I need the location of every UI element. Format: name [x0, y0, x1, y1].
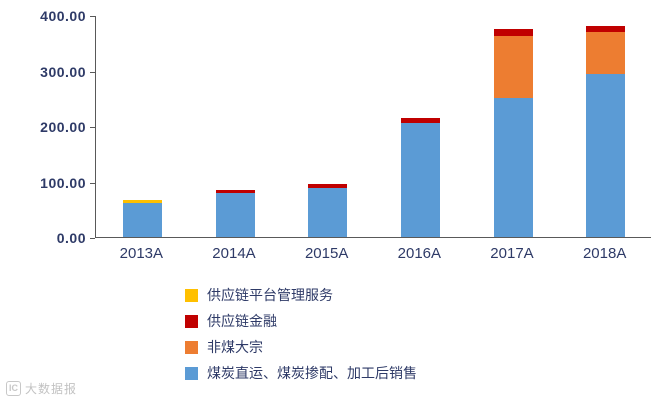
bar-segment	[308, 188, 348, 237]
y-tick-mark	[90, 16, 95, 17]
bar-segment	[215, 192, 255, 237]
x-tick-label: 2017A	[490, 245, 534, 262]
bar-segment	[122, 202, 162, 237]
y-tick-mark	[90, 238, 95, 239]
y-tick-label: 200.00	[40, 119, 86, 135]
legend-swatch-icon	[185, 340, 198, 354]
bar-segment	[586, 26, 626, 32]
legend-label: 煤炭直运、煤炭掺配、加工后销售	[207, 365, 417, 381]
legend-item: 非煤大宗	[185, 334, 417, 360]
y-tick-mark	[90, 182, 95, 184]
bar-segment	[586, 31, 626, 75]
bar-segment	[122, 199, 162, 203]
y-tick-mark	[90, 127, 95, 128]
x-tick-label: 2015A	[304, 245, 349, 262]
legend-label: 供应链金融	[207, 313, 277, 329]
y-tick-mark	[90, 71, 95, 73]
watermark-logo-icon: IC	[6, 381, 21, 396]
legend-item: 煤炭直运、煤炭掺配、加工后销售	[185, 360, 417, 386]
watermark-text: 大数据报	[25, 382, 78, 396]
bar-segment	[493, 28, 533, 37]
bar-segment	[400, 118, 440, 124]
y-tick-label: 0.00	[56, 230, 86, 246]
x-tick-label: 2016A	[397, 245, 442, 262]
legend-item: 供应链平台管理服务	[185, 282, 417, 308]
legend-swatch-icon	[185, 314, 198, 328]
x-tick-label: 2018A	[582, 245, 627, 262]
y-tick-label: 100.00	[40, 174, 86, 191]
watermark: IC 大数据报	[6, 380, 77, 397]
plot-area	[95, 16, 651, 238]
chart-legend: 供应链平台管理服务 供应链金融非煤大宗煤炭直运、煤炭掺配、加工后销售	[185, 282, 417, 386]
legend-label: 非煤大宗	[207, 339, 263, 355]
legend-item: 供应链金融	[185, 308, 417, 334]
legend-swatch-icon	[185, 288, 198, 302]
bar-segment	[493, 36, 533, 99]
bar-segment	[308, 184, 348, 189]
bar-segment	[586, 74, 626, 237]
bar-segment	[493, 98, 533, 237]
x-tick-label: 2013A	[119, 245, 164, 262]
x-tick-label: 2014A	[212, 245, 256, 262]
y-tick-label: 400.00	[40, 8, 86, 24]
y-tick-label: 300.00	[40, 63, 86, 80]
legend-label: 供应链平台管理服务	[207, 287, 333, 303]
bar-segment	[400, 123, 440, 237]
bar-segment	[215, 190, 255, 193]
legend-swatch-icon	[185, 366, 198, 380]
